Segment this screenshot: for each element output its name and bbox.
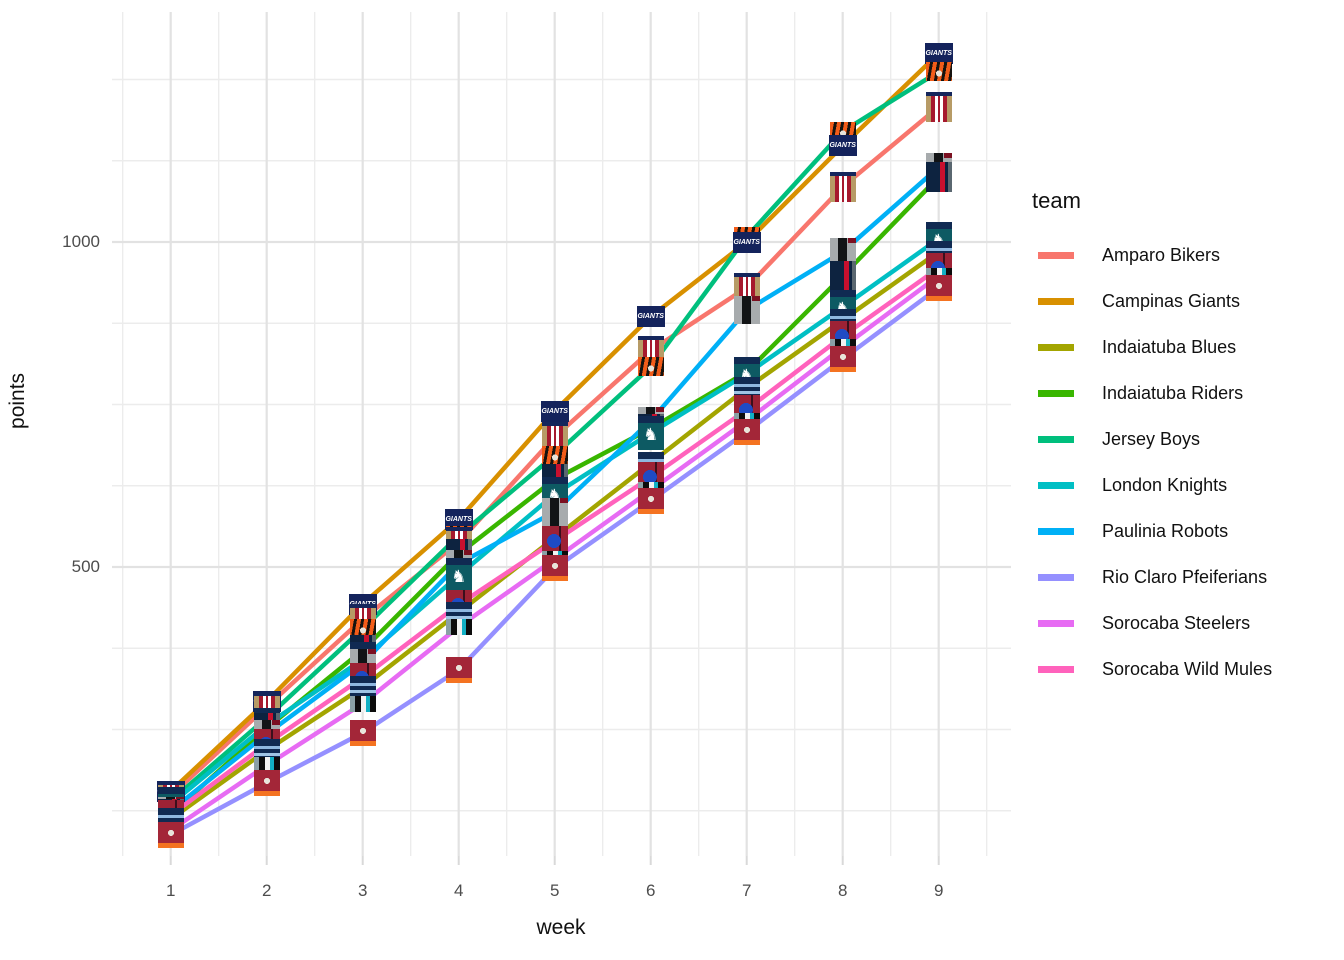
legend-swatch bbox=[1038, 665, 1074, 673]
x-tick-label: 7 bbox=[741, 881, 752, 900]
legend-swatch bbox=[1038, 573, 1074, 581]
y-tick-label: 1000 bbox=[62, 232, 100, 251]
legend-item-paulinia-robots: Paulinia Robots bbox=[1032, 508, 1332, 554]
legend-label: London Knights bbox=[1102, 474, 1228, 495]
team-logo-indaiatuba-blues bbox=[733, 377, 760, 400]
team-logo-rio-claro-pfeiferians bbox=[829, 346, 856, 372]
x-tick-label: 9 bbox=[933, 881, 944, 900]
team-logo-campinas-giants: GIANTS bbox=[636, 306, 665, 328]
legend-label: Sorocaba Steelers bbox=[1102, 612, 1251, 633]
team-logo-paulinia-robots bbox=[733, 296, 760, 325]
team-logo-sorocaba-steelers bbox=[445, 618, 472, 635]
team-logo-sorocaba-wild-mules bbox=[541, 526, 568, 556]
legend-swatch bbox=[1038, 619, 1074, 627]
legend-label: Sorocaba Wild Mules bbox=[1102, 658, 1273, 679]
team-logo-sorocaba-steelers bbox=[253, 757, 280, 774]
team-logo-sorocaba-steelers bbox=[349, 695, 376, 712]
legend-label: Indaiatuba Riders bbox=[1102, 382, 1244, 403]
x-tick-label: 1 bbox=[165, 881, 176, 900]
legend-swatch bbox=[1038, 527, 1074, 535]
team-logo-indaiatuba-blues bbox=[349, 676, 376, 699]
team-logo-amparo-bikers bbox=[829, 171, 856, 202]
team-logo-rio-claro-pfeiferians bbox=[541, 555, 568, 582]
legend: team Amparo Bikers Campinas Giants Indaiat… bbox=[1032, 186, 1332, 692]
legend-swatch bbox=[1038, 343, 1074, 351]
legend-item-sorocaba-steelers: Sorocaba Steelers bbox=[1032, 600, 1332, 646]
x-tick-label: 8 bbox=[837, 881, 848, 900]
legend-swatch bbox=[1038, 297, 1074, 305]
legend-item-amparo-bikers: Amparo Bikers bbox=[1032, 232, 1332, 278]
legend-items: Amparo Bikers Campinas Giants Indaiatuba B… bbox=[1032, 232, 1332, 692]
legend-label: Indaiatuba Blues bbox=[1102, 336, 1237, 357]
legend-label: Campinas Giants bbox=[1102, 290, 1241, 311]
team-logo-campinas-giants: GIANTS bbox=[924, 43, 953, 64]
team-logo-jersey-boys bbox=[541, 445, 568, 465]
y-tick-label: 500 bbox=[71, 557, 100, 576]
legend-swatch bbox=[1038, 435, 1074, 443]
x-tick-label: 3 bbox=[357, 881, 368, 900]
legend-item-london-knights: London Knights bbox=[1032, 462, 1332, 508]
team-logo-indaiatuba-blues bbox=[253, 739, 280, 762]
team-logo-amparo-bikers bbox=[925, 91, 952, 122]
team-logo-london-knights: ♞ bbox=[637, 416, 664, 451]
team-logo-campinas-giants: GIANTS bbox=[444, 509, 473, 531]
team-logo-jersey-boys bbox=[637, 357, 664, 377]
legend-item-sorocaba-wild-mules: Sorocaba Wild Mules bbox=[1032, 646, 1332, 692]
x-tick-label: 6 bbox=[645, 881, 656, 900]
team-logo-rio-claro-pfeiferians bbox=[253, 769, 280, 796]
legend-swatch bbox=[1038, 481, 1074, 489]
team-logo-campinas-giants: GIANTS bbox=[732, 231, 761, 253]
team-logo-jersey-boys bbox=[925, 62, 952, 82]
team-logo-indaiatuba-blues bbox=[445, 601, 472, 624]
team-logo-rio-claro-pfeiferians bbox=[925, 274, 952, 301]
team-logo-campinas-giants: GIANTS bbox=[540, 400, 569, 422]
legend-item-rio-claro-pfeiferians: Rio Claro Pfeiferians bbox=[1032, 554, 1332, 600]
legend-label: Rio Claro Pfeiferians bbox=[1102, 566, 1268, 587]
team-logo-jersey-boys bbox=[349, 619, 376, 639]
legend-item-indaiatuba-blues: Indaiatuba Blues bbox=[1032, 324, 1332, 370]
legend-label: Jersey Boys bbox=[1102, 428, 1201, 449]
team-logo-rio-claro-pfeiferians bbox=[733, 418, 760, 445]
team-logo-indaiatuba-riders bbox=[829, 260, 856, 291]
team-logo-paulinia-robots bbox=[541, 497, 568, 526]
team-logo-rio-claro-pfeiferians bbox=[445, 656, 472, 683]
x-tick-label: 5 bbox=[549, 881, 560, 900]
legend-swatch bbox=[1038, 389, 1074, 397]
legend-title: team bbox=[1032, 188, 1081, 213]
legend-swatch bbox=[1038, 251, 1074, 259]
team-logo-rio-claro-pfeiferians bbox=[637, 487, 664, 514]
x-axis-title: week bbox=[536, 916, 586, 939]
legend-label: Paulinia Robots bbox=[1102, 520, 1229, 541]
x-tick-label: 2 bbox=[261, 881, 272, 900]
legend-item-indaiatuba-riders: Indaiatuba Riders bbox=[1032, 370, 1332, 416]
x-tick-label: 4 bbox=[453, 881, 464, 900]
team-logo-campinas-giants: GIANTS bbox=[828, 135, 857, 157]
legend-item-campinas-giants: Campinas Giants bbox=[1032, 278, 1332, 324]
y-axis-title: points bbox=[6, 372, 29, 429]
team-logo-rio-claro-pfeiferians bbox=[157, 821, 184, 848]
team-logo-london-knights: ♞ bbox=[445, 558, 472, 593]
team-logo-rio-claro-pfeiferians bbox=[349, 719, 376, 746]
team-logo-indaiatuba-riders bbox=[925, 162, 952, 192]
legend-item-jersey-boys: Jersey Boys bbox=[1032, 416, 1332, 462]
legend-label: Amparo Bikers bbox=[1102, 244, 1221, 265]
